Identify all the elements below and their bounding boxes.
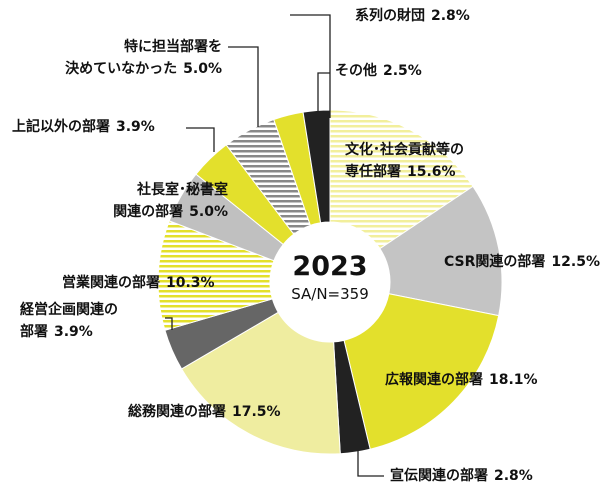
slice-label: CSR関連の部署 12.5%: [444, 251, 600, 273]
leader-line: [165, 317, 173, 330]
category-name: 系列の財団: [355, 8, 425, 24]
leader-line: [290, 14, 331, 118]
slice-label: 文化･社会貢献等の 専任部署 15.6%: [345, 139, 464, 183]
category-name: 営業関連の部署: [62, 275, 160, 291]
center-title: 2023: [292, 251, 367, 282]
category-name: その他: [335, 63, 377, 79]
category-name: 社長室･秘書室 関連の部署: [113, 182, 228, 220]
slice-label: 系列の財団 2.8%: [355, 5, 470, 27]
value-label: 3.9%: [54, 324, 93, 340]
category-name: 総務関連の部署: [128, 404, 226, 420]
value-label: 10.3%: [166, 275, 215, 291]
category-name: 文化･社会貢献等の 専任部署: [345, 142, 464, 180]
category-name: 特に担当部署を 決めていなかった: [65, 39, 222, 77]
value-label: 2.5%: [383, 63, 422, 79]
slice-label: 特に担当部署を 決めていなかった 5.0%: [65, 36, 222, 80]
category-name: 上記以外の部署: [12, 119, 110, 135]
value-label: 3.9%: [116, 119, 155, 135]
slice-label: 広報関連の部署 18.1%: [385, 369, 538, 391]
value-label: 12.5%: [551, 254, 600, 270]
slice-label: 上記以外の部署 3.9%: [12, 116, 155, 138]
category-name: 広報関連の部署: [385, 372, 483, 388]
category-name: 経営企画関連の 部署: [20, 302, 118, 340]
value-label: 2.8%: [494, 468, 533, 484]
value-label: 5.0%: [189, 204, 228, 220]
leader-line: [357, 448, 384, 477]
slice-label: 経営企画関連の 部署 3.9%: [20, 299, 118, 343]
pie-slice: [343, 293, 500, 450]
slice-label: 宣伝関連の部署 2.8%: [390, 465, 533, 487]
value-label: 2.8%: [431, 8, 470, 24]
pie-slice: [379, 185, 503, 317]
center-subtitle: SA/N=359: [291, 285, 369, 303]
value-label: 17.5%: [232, 404, 281, 420]
pie-slice: [180, 311, 341, 455]
category-name: CSR関連の部署: [444, 254, 546, 270]
slices: [157, 109, 503, 455]
slice-label: 営業関連の部署 10.3%: [62, 272, 215, 294]
leader-line: [186, 127, 215, 152]
value-label: 15.6%: [407, 164, 456, 180]
slice-label: その他 2.5%: [335, 60, 422, 82]
slice-label: 総務関連の部署 17.5%: [128, 401, 281, 423]
value-label: 18.1%: [489, 372, 538, 388]
leader-line: [317, 72, 330, 114]
category-name: 宣伝関連の部署: [390, 468, 488, 484]
pie-slice: [329, 109, 474, 250]
slice-label: 社長室･秘書室 関連の部署 5.0%: [113, 179, 228, 223]
value-label: 5.0%: [183, 61, 222, 77]
leader-line: [228, 46, 259, 127]
pie-slice: [302, 109, 331, 224]
